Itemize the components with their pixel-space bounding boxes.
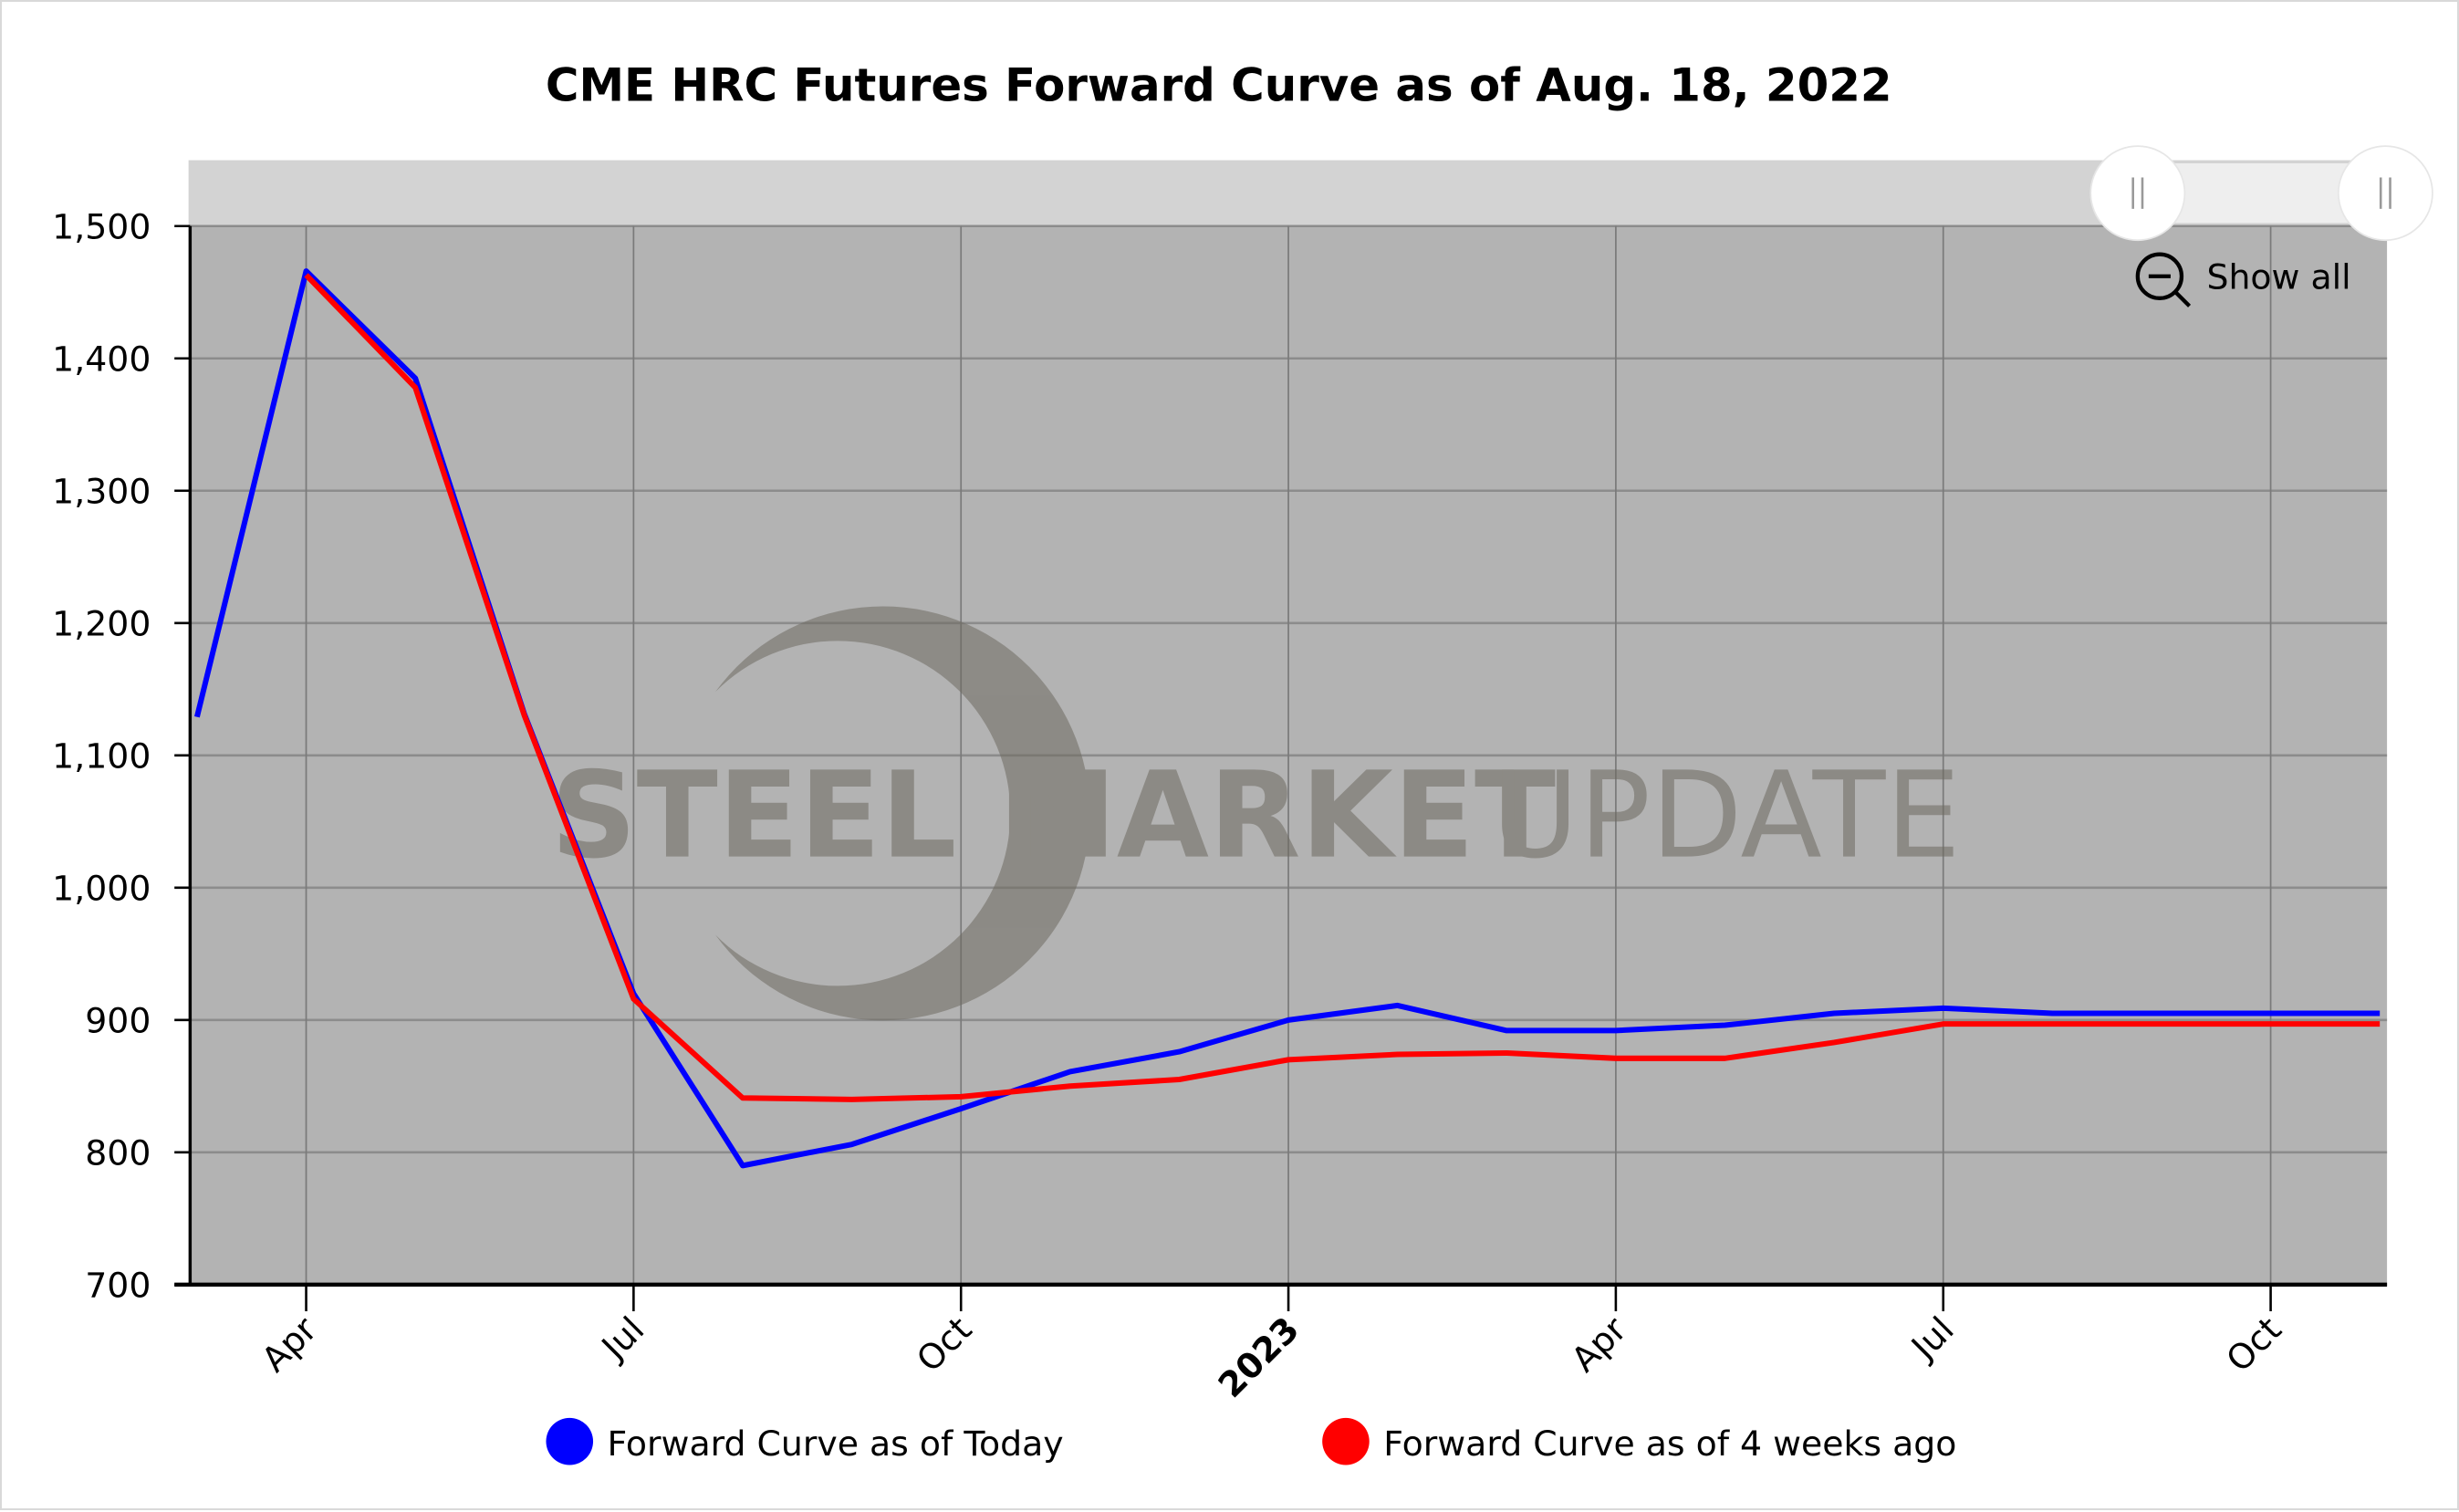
- x-tick-label: Apr: [1564, 1309, 1635, 1380]
- svg-text:UPDATE: UPDATE: [1492, 746, 1961, 885]
- y-tick-label: 700: [85, 1266, 151, 1306]
- x-tick-label: Oct: [909, 1309, 979, 1380]
- scrollbar-track[interactable]: [189, 161, 2387, 226]
- legend-label: Forward Curve as of Today: [608, 1423, 1064, 1464]
- show-all-label: Show all: [2206, 257, 2350, 297]
- legend-marker: [546, 1418, 593, 1465]
- chart-title: CME HRC Futures Forward Curve as of Aug.…: [546, 58, 1892, 111]
- y-tick-label: 1,200: [52, 604, 151, 644]
- scrollbar-handle-left[interactable]: [2090, 146, 2184, 240]
- x-tick-label: Oct: [2218, 1309, 2288, 1380]
- x-tick-label: Jul: [1902, 1309, 1962, 1369]
- svg-text:STEEL MARKET: STEEL MARKET: [551, 746, 1556, 885]
- legend-item[interactable]: Forward Curve as of Today: [546, 1418, 1063, 1465]
- x-tick-label: Jul: [593, 1309, 652, 1369]
- x-tick-label: 2023: [1211, 1309, 1308, 1406]
- legend: Forward Curve as of Today Forward Curve a…: [546, 1418, 1956, 1465]
- scrollbar-handle-right[interactable]: [2339, 146, 2433, 240]
- y-tick-label: 800: [85, 1133, 151, 1173]
- legend-item[interactable]: Forward Curve as of 4 weeks ago: [1322, 1418, 1956, 1465]
- y-tick-label: 900: [85, 1001, 151, 1041]
- y-tick-label: 1,300: [52, 472, 151, 512]
- x-tick-label: Apr: [254, 1309, 325, 1380]
- y-tick-label: 1,000: [52, 869, 151, 909]
- y-tick-label: 1,500: [52, 207, 151, 247]
- legend-marker: [1322, 1418, 1370, 1465]
- y-tick-label: 1,400: [52, 339, 151, 380]
- y-tick-label: 1,100: [52, 736, 151, 777]
- legend-label: Forward Curve as of 4 weeks ago: [1383, 1423, 1956, 1464]
